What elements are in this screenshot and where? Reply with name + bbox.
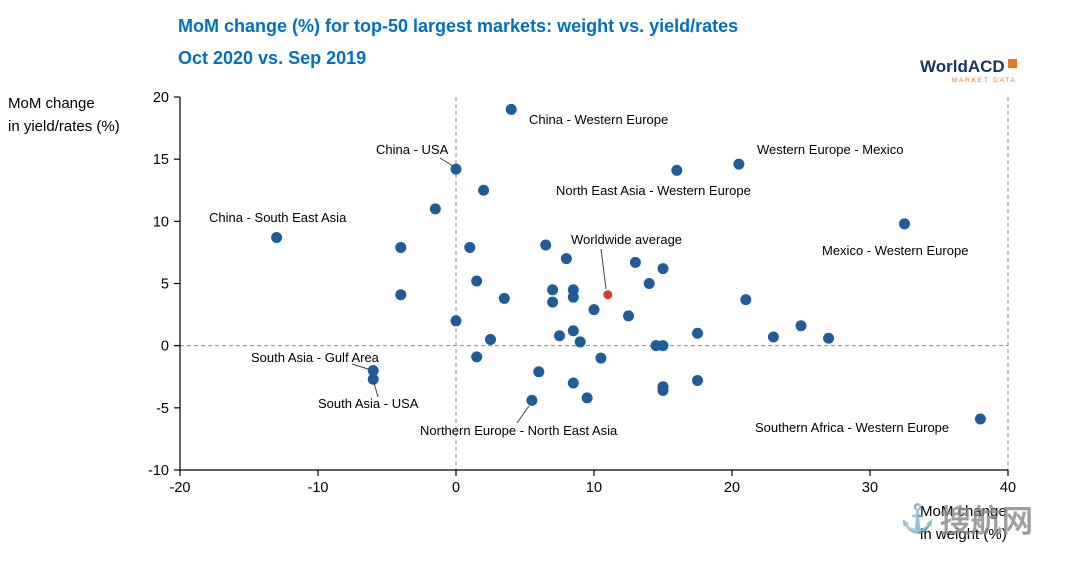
data-point — [540, 239, 552, 251]
data-point — [554, 330, 565, 342]
point-label: China - South East Asia — [209, 210, 347, 225]
x-tick-label: 10 — [586, 480, 602, 496]
watermark: ⚓ 搜航网 — [900, 496, 1033, 541]
y-axis-title-line2: in yield/rates (%) — [8, 118, 120, 135]
label-leader-line — [439, 157, 454, 167]
data-point — [657, 384, 669, 396]
data-point — [485, 333, 496, 345]
data-point — [692, 327, 703, 339]
data-point — [567, 291, 579, 303]
x-axis-title-line2: in weight (%) — [920, 526, 1007, 543]
data-point — [629, 256, 641, 268]
y-tick-label: 20 — [153, 90, 169, 106]
data-point — [429, 203, 441, 215]
point-label: China - USA — [376, 142, 449, 157]
label-leader-line — [351, 363, 369, 370]
logo-subtitle: MARKET DATA — [951, 77, 1017, 84]
point-label: North East Asia - Western Europe — [556, 183, 751, 198]
point-label: South Asia - USA — [318, 396, 419, 411]
point-label: South Asia - Gulf Area — [251, 350, 380, 365]
data-point — [733, 158, 745, 170]
logo-wordmark-row: WorldACD — [920, 58, 1017, 75]
data-point — [974, 413, 986, 425]
data-point — [367, 365, 379, 377]
x-tick-label: 20 — [724, 480, 740, 496]
data-point — [657, 340, 669, 352]
data-point — [767, 331, 779, 343]
logo-flag-icon — [1007, 59, 1017, 68]
point-label: Worldwide average — [571, 232, 682, 247]
label-leader-line — [600, 248, 607, 290]
data-point — [367, 373, 379, 385]
point-label: Southern Africa - Western Europe — [755, 420, 949, 435]
data-point — [567, 377, 579, 389]
y-axis-title-line1: MoM change — [8, 95, 95, 112]
label-leader-line — [373, 382, 379, 398]
data-point — [395, 241, 407, 253]
data-point — [581, 392, 593, 404]
data-point — [643, 278, 655, 289]
x-tick-label: -20 — [170, 480, 191, 496]
data-point — [623, 310, 634, 322]
data-point — [547, 296, 559, 308]
chart-title-line2: Oct 2020 vs. Sep 2019 — [178, 48, 367, 68]
x-tick-label: 30 — [862, 480, 878, 496]
data-point — [567, 325, 579, 337]
data-point — [526, 394, 538, 406]
worldacd-logo: WorldACD MARKET DATA — [920, 58, 1017, 84]
data-point — [795, 320, 807, 332]
data-point — [740, 294, 752, 306]
y-tick-label: -5 — [156, 401, 169, 417]
data-point — [471, 275, 483, 287]
data-point — [692, 374, 703, 386]
data-point — [823, 332, 835, 344]
data-point — [657, 263, 669, 275]
y-axis-title: MoM change in yield/rates (%) — [8, 92, 120, 138]
chart-title: MoM change (%) for top-50 largest market… — [178, 10, 738, 74]
data-point — [464, 241, 476, 253]
y-tick-label: 0 — [161, 339, 169, 355]
data-point — [533, 366, 545, 378]
y-tick-label: 10 — [153, 214, 169, 230]
data-point — [588, 304, 600, 316]
point-label: Northern Europe - North East Asia — [420, 423, 618, 438]
point-label: Western Europe - Mexico — [757, 142, 903, 157]
y-tick-label: 5 — [161, 277, 169, 293]
x-tick-label: -10 — [308, 480, 329, 496]
data-point — [450, 163, 462, 175]
anchor-icon: ⚓ — [900, 502, 935, 534]
point-label: Mexico - Western Europe — [822, 243, 968, 258]
data-point — [574, 336, 586, 348]
data-point — [450, 315, 462, 327]
point-label: China - Western Europe — [529, 112, 668, 127]
x-axis-title: MoM change in weight (%) — [920, 500, 1007, 546]
data-point — [671, 164, 683, 176]
data-point — [271, 231, 283, 243]
label-leader-line — [516, 405, 530, 424]
data-point — [899, 218, 910, 230]
x-tick-label: 0 — [452, 480, 460, 496]
x-axis-title-line1: MoM change — [920, 503, 1007, 520]
chart-title-line1: MoM change (%) for top-50 largest market… — [178, 16, 739, 36]
worldwide-average-point — [603, 290, 613, 300]
data-point — [478, 184, 490, 196]
y-tick-label: 15 — [153, 152, 169, 168]
data-point — [595, 352, 607, 364]
data-point — [498, 292, 510, 304]
data-point — [395, 289, 407, 301]
logo-wordmark: WorldACD — [920, 57, 1005, 76]
data-point — [505, 103, 517, 115]
data-point — [547, 284, 559, 296]
data-point — [560, 253, 572, 265]
x-tick-label: 40 — [1000, 480, 1016, 496]
data-point — [471, 351, 483, 363]
watermark-text: 搜航网 — [939, 504, 1033, 539]
y-tick-label: -10 — [148, 463, 169, 479]
